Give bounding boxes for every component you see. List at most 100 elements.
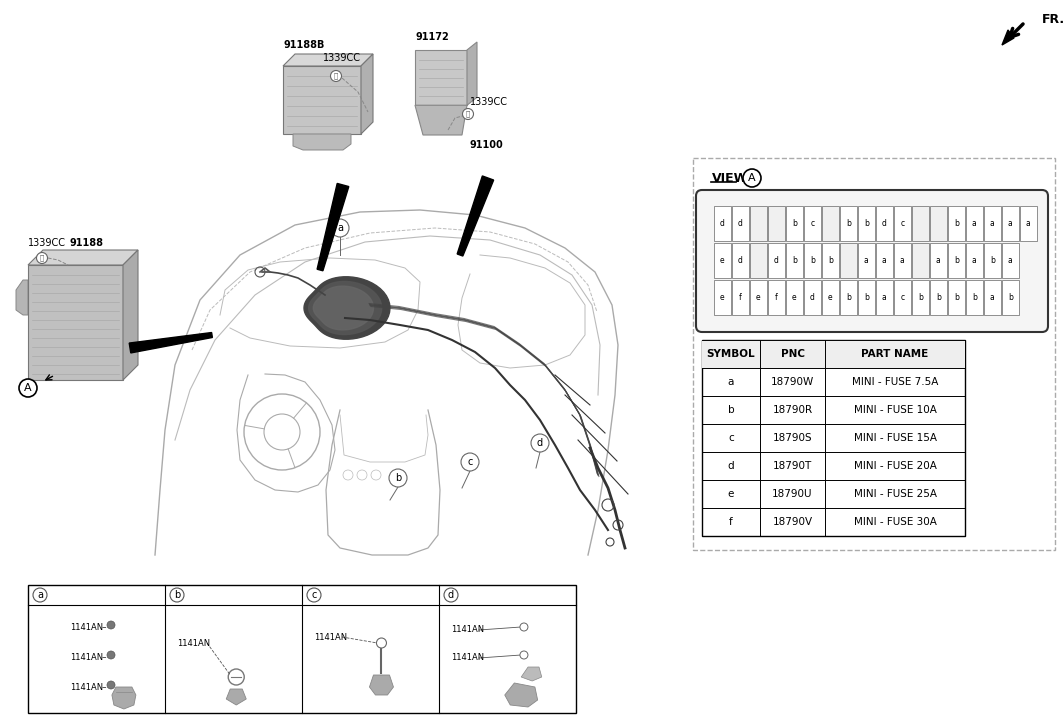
Bar — [912, 280, 928, 315]
Text: 91188B: 91188B — [283, 40, 324, 50]
Text: MINI - FUSE 25A: MINI - FUSE 25A — [854, 489, 937, 499]
Text: d: d — [448, 590, 454, 600]
Circle shape — [19, 379, 37, 397]
Text: b: b — [972, 293, 977, 302]
Bar — [714, 206, 730, 241]
Text: a: a — [935, 256, 941, 265]
Text: b: b — [954, 219, 959, 228]
Text: f: f — [739, 293, 742, 302]
Bar — [858, 280, 875, 315]
Text: a: a — [728, 377, 735, 387]
Text: a: a — [972, 256, 977, 265]
Text: 1339CC: 1339CC — [323, 53, 361, 63]
Text: 18790U: 18790U — [772, 489, 813, 499]
Circle shape — [307, 588, 321, 602]
Text: a: a — [990, 293, 995, 302]
Text: FR.: FR. — [1042, 13, 1063, 26]
Circle shape — [107, 621, 115, 629]
Bar — [804, 206, 821, 241]
Bar — [930, 280, 946, 315]
Text: d: d — [774, 256, 779, 265]
Bar — [714, 243, 730, 278]
Bar — [948, 243, 964, 278]
Text: PART NAME: PART NAME — [861, 349, 929, 359]
Polygon shape — [283, 54, 373, 66]
Bar — [822, 280, 839, 315]
Text: b: b — [917, 293, 923, 302]
Text: 91188: 91188 — [70, 238, 104, 248]
Text: b: b — [846, 219, 850, 228]
Circle shape — [444, 588, 458, 602]
Bar — [966, 206, 982, 241]
FancyBboxPatch shape — [696, 190, 1048, 332]
Text: e: e — [720, 293, 725, 302]
Text: b: b — [954, 256, 959, 265]
Bar — [948, 280, 964, 315]
Polygon shape — [415, 105, 467, 135]
Text: MINI - FUSE 30A: MINI - FUSE 30A — [854, 517, 937, 527]
Text: b: b — [394, 473, 401, 483]
Polygon shape — [521, 667, 542, 681]
Bar — [876, 243, 893, 278]
Text: 1141AN: 1141AN — [178, 638, 210, 648]
Bar — [840, 243, 857, 278]
Text: a: a — [37, 590, 43, 600]
Circle shape — [331, 71, 341, 81]
Polygon shape — [293, 134, 351, 150]
Bar — [912, 206, 928, 241]
Polygon shape — [457, 176, 493, 256]
Text: 1141AN: 1141AN — [314, 632, 348, 641]
Polygon shape — [505, 683, 538, 707]
Text: c: c — [311, 590, 317, 600]
Text: d: d — [537, 438, 543, 448]
Circle shape — [376, 638, 387, 648]
Text: a: a — [882, 256, 887, 265]
Text: 1141AN: 1141AN — [451, 625, 484, 635]
Text: e: e — [828, 293, 832, 302]
Bar — [876, 280, 893, 315]
Text: e: e — [728, 489, 735, 499]
Text: d: d — [738, 256, 743, 265]
Polygon shape — [112, 687, 136, 709]
Text: c: c — [810, 219, 814, 228]
Text: 18790T: 18790T — [773, 461, 812, 471]
Text: a: a — [882, 293, 887, 302]
Bar — [767, 206, 784, 241]
Text: c: c — [900, 219, 905, 228]
Bar — [1002, 243, 1018, 278]
Bar — [732, 206, 748, 241]
Polygon shape — [123, 250, 138, 380]
FancyBboxPatch shape — [415, 50, 467, 105]
Circle shape — [107, 681, 115, 689]
Bar — [732, 280, 748, 315]
Polygon shape — [16, 280, 28, 315]
Text: d: d — [720, 219, 725, 228]
Bar — [702, 340, 965, 536]
Text: ⓢ: ⓢ — [466, 111, 470, 117]
Text: ⓢ: ⓢ — [40, 254, 45, 261]
Text: c: c — [900, 293, 905, 302]
Circle shape — [107, 651, 115, 659]
Text: d: d — [810, 293, 814, 302]
Text: 18790S: 18790S — [773, 433, 812, 443]
Circle shape — [331, 219, 349, 237]
Text: MINI - FUSE 20A: MINI - FUSE 20A — [854, 461, 937, 471]
Polygon shape — [370, 675, 393, 695]
Text: b: b — [828, 256, 832, 265]
Bar — [732, 243, 748, 278]
Text: 1141AN: 1141AN — [451, 654, 484, 662]
Text: b: b — [1008, 293, 1013, 302]
Circle shape — [36, 252, 48, 263]
Text: 91100: 91100 — [470, 140, 504, 150]
Polygon shape — [308, 281, 382, 334]
Text: c: c — [468, 457, 473, 467]
Bar — [750, 243, 766, 278]
Text: b: b — [846, 293, 850, 302]
Text: a: a — [900, 256, 905, 265]
Bar — [840, 206, 857, 241]
Text: b: b — [864, 219, 868, 228]
Polygon shape — [314, 286, 373, 330]
Text: 18790V: 18790V — [773, 517, 812, 527]
Text: 1339CC: 1339CC — [28, 238, 66, 248]
Text: 1339CC: 1339CC — [470, 97, 508, 107]
